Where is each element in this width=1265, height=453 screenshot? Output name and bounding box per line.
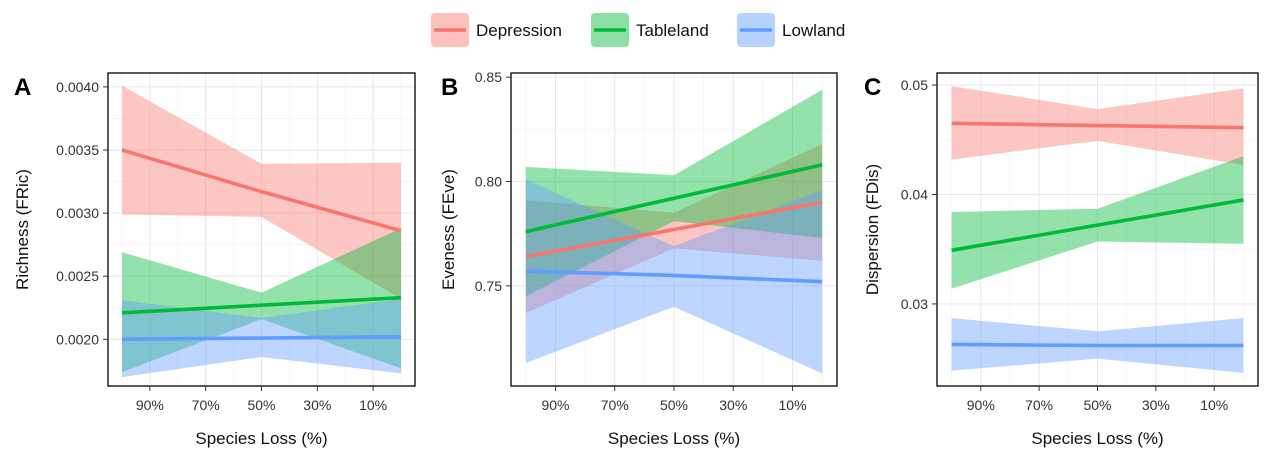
x-axis-title: Species Loss (%)	[1031, 429, 1163, 448]
x-tick-label: 90%	[967, 397, 995, 413]
x-tick-label: 10%	[359, 397, 387, 413]
legend-item-depression: Depression	[431, 13, 562, 47]
y-axis-title: Richness (FRic)	[13, 169, 32, 290]
panel-tag: C	[864, 74, 881, 101]
y-tick-label: 0.75	[475, 278, 502, 294]
legend-item-tableland: Tableland	[591, 13, 709, 47]
x-tick-label: 50%	[1083, 397, 1111, 413]
legend: Depression Tableland Lowland	[431, 13, 845, 47]
fit-line-lowland	[952, 344, 1244, 345]
x-tick-label: 30%	[719, 397, 747, 413]
panels: 90% 70% 50% 30% 10% 0.0020 0.0025 0.0030 0.0035 0…	[13, 69, 1258, 448]
y-tick-label: 0.0020	[56, 331, 99, 347]
y-tick-label: 0.0035	[56, 142, 99, 158]
panel-tag: A	[14, 74, 31, 101]
x-axis-title: Species Loss (%)	[195, 429, 327, 448]
x-tick-label: 70%	[601, 397, 629, 413]
y-tick-label: 0.0030	[56, 205, 99, 221]
legend-label: Tableland	[636, 21, 709, 40]
x-tick-label: 90%	[541, 397, 569, 413]
panel-a: 90% 70% 50% 30% 10% 0.0020 0.0025 0.0030 0.0035 0…	[13, 73, 415, 448]
y-tick-label: 0.80	[475, 174, 502, 190]
x-tick-label: 50%	[247, 397, 275, 413]
fit-line-lowland	[122, 337, 401, 340]
panel-b: 90% 70% 50% 30% 10% 0.75 0.80 0.85 Species Loss …	[439, 69, 837, 448]
x-tick-label: 90%	[136, 397, 164, 413]
y-axis-title: Eveness (FEve)	[439, 169, 458, 290]
x-axis-title: Species Loss (%)	[608, 429, 740, 448]
x-tick-label: 30%	[303, 397, 331, 413]
legend-item-lowland: Lowland	[737, 13, 845, 47]
x-tick-label: 30%	[1142, 397, 1170, 413]
y-tick-label: 0.0040	[56, 79, 99, 95]
y-tick-label: 0.85	[475, 69, 502, 85]
x-tick-label: 10%	[779, 397, 807, 413]
panel-c: 90% 70% 50% 30% 10% 0.03 0.04 0.05 Species Loss …	[863, 73, 1258, 448]
y-axis-title: Dispersion (FDis)	[863, 164, 882, 295]
y-tick-label: 0.04	[901, 186, 928, 202]
x-tick-label: 70%	[192, 397, 220, 413]
legend-label: Lowland	[782, 21, 845, 40]
x-tick-label: 10%	[1200, 397, 1228, 413]
y-tick-label: 0.05	[901, 77, 928, 93]
x-tick-label: 70%	[1025, 397, 1053, 413]
legend-label: Depression	[476, 21, 562, 40]
y-tick-label: 0.0025	[56, 268, 99, 284]
y-tick-label: 0.03	[901, 296, 928, 312]
x-tick-label: 50%	[660, 397, 688, 413]
panel-tag: B	[441, 74, 458, 101]
